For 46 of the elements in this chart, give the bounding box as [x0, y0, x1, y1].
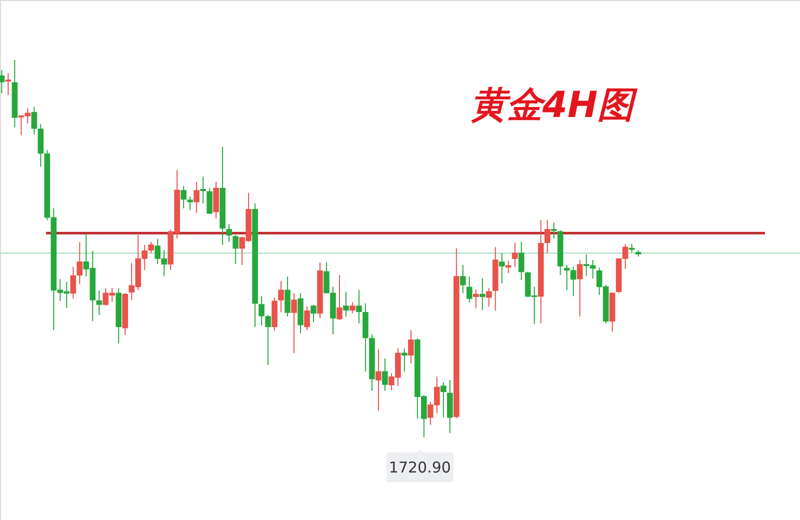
- candlestick: [304, 306, 310, 331]
- candlestick: [350, 302, 356, 314]
- candlestick: [96, 290, 102, 316]
- candlestick: [440, 382, 446, 418]
- candlestick: [518, 241, 524, 280]
- candlestick: [336, 274, 342, 320]
- candlestick: [278, 280, 284, 313]
- candlestick: [402, 348, 408, 372]
- candlestick: [148, 241, 154, 254]
- candlestick: [5, 72, 12, 96]
- candlestick: [343, 291, 349, 318]
- candlestick: [180, 186, 186, 209]
- candlestick: [31, 106, 38, 135]
- candlestick: [70, 266, 76, 299]
- candlestick: [382, 358, 388, 392]
- candlestick: [284, 276, 290, 318]
- candlestick: [213, 181, 219, 219]
- candlestick: [480, 278, 486, 311]
- candlestick: [200, 176, 206, 204]
- candlestick: [498, 252, 505, 284]
- candlestick: [486, 288, 492, 308]
- candlestick: [291, 292, 297, 354]
- candlestick: [512, 242, 518, 268]
- candlestick: [544, 219, 550, 254]
- candlestick: [194, 181, 200, 214]
- candlestick: [576, 259, 583, 318]
- candlestick: [550, 222, 557, 239]
- candlestick: [206, 188, 212, 214]
- candlestick: [232, 234, 238, 265]
- candlestick: [356, 290, 362, 324]
- candlestick: [76, 242, 83, 285]
- candlestick: [473, 288, 479, 309]
- candlestick: [460, 264, 466, 294]
- candlestick: [187, 196, 193, 211]
- candlestick: [0, 70, 5, 94]
- candlestick: [505, 260, 512, 274]
- candlestick: [265, 314, 271, 366]
- candlestick: [376, 348, 382, 412]
- annotation: 1720.90: [388, 458, 451, 476]
- candlestick: [310, 304, 316, 323]
- candlestick: [258, 296, 264, 326]
- text: 黄金4H图: [470, 85, 639, 126]
- candlestick: [226, 224, 232, 242]
- candlestick: [408, 330, 414, 364]
- candlestick: [466, 276, 472, 304]
- candlestick: [324, 262, 330, 294]
